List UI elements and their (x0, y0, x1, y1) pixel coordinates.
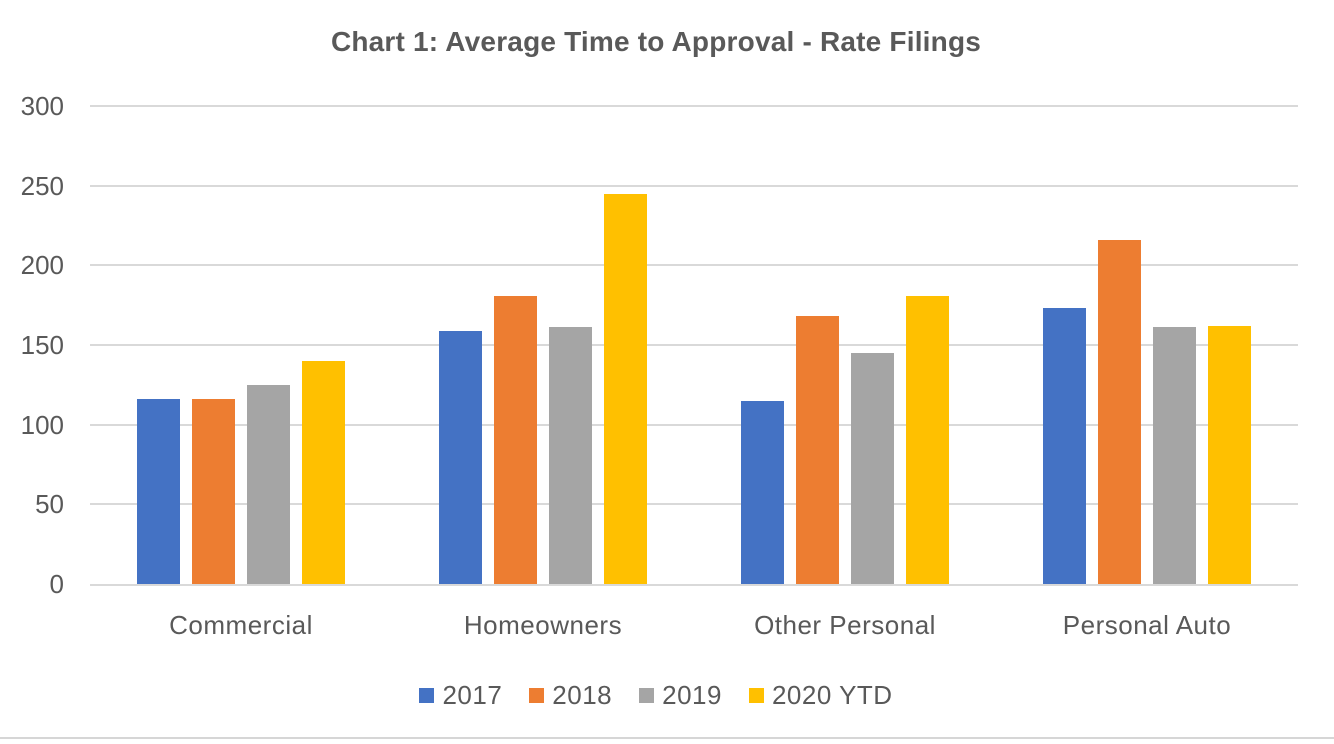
legend-item-2020-ytd: 2020 YTD (748, 679, 893, 711)
bar-2020-ytd-personal-auto (1208, 325, 1251, 584)
bar-2018-commercial (192, 399, 235, 584)
gridline-250 (90, 184, 1298, 187)
bar-2018-other-personal (796, 316, 839, 584)
chart-title: Chart 1: Average Time to Approval - Rate… (330, 26, 982, 57)
bar-group-other-personal (694, 106, 996, 584)
gridline-300 (90, 105, 1298, 107)
bar-2018-homeowners (494, 295, 537, 584)
y-tick-label-250: 250 (20, 170, 64, 201)
bar-2018-personal-auto (1098, 239, 1141, 584)
x-tick-label-homeowners: Homeowners (463, 610, 623, 640)
x-tick-label-personal-auto: Personal Auto (1062, 610, 1232, 640)
bar-2017-personal-auto (1043, 308, 1086, 584)
legend-swatch-icon (529, 687, 545, 703)
x-tick-label-commercial: Commercial (169, 610, 313, 640)
plot-area (90, 105, 1298, 586)
legend-swatch-icon (748, 687, 764, 703)
legend-item-2018: 2018 (529, 680, 612, 711)
bar-2019-commercial (247, 384, 290, 584)
bar-2020-ytd-other-personal (906, 295, 949, 584)
legend-label: 2019 (662, 679, 722, 710)
bar-group-personal-auto (996, 106, 1298, 584)
legend-label: 2018 (552, 679, 613, 710)
bottom-divider (0, 737, 1334, 739)
gridline-200 (90, 264, 1298, 267)
gridline-150 (90, 344, 1298, 346)
y-tick-label-200: 200 (20, 250, 64, 281)
bar-2017-commercial (137, 399, 180, 584)
bar-group-commercial (90, 106, 392, 584)
legend-label: 2020 YTD (771, 679, 893, 710)
gridline-50 (90, 503, 1298, 506)
bar-2019-personal-auto (1153, 327, 1196, 584)
bar-group-homeowners (392, 106, 694, 584)
legend-item-2019: 2019 (639, 680, 722, 711)
gridline-100 (90, 423, 1298, 426)
legend-swatch-icon (419, 687, 435, 703)
x-tick-label-other-personal: Other Personal (754, 610, 936, 640)
legend: 2017 2018 2019 2020 YTD (0, 679, 1312, 711)
y-tick-label-0: 0 (49, 569, 64, 599)
y-tick-label-50: 50 (35, 489, 64, 520)
bar-2019-homeowners (549, 327, 592, 584)
legend-swatch-icon (639, 687, 655, 703)
bar-2017-homeowners (439, 330, 482, 584)
y-axis: 300 250 200 150 100 50 0 (0, 91, 64, 599)
bar-2020-ytd-commercial (302, 360, 345, 584)
x-axis: Commercial Homeowners Other Personal Person… (90, 610, 1298, 641)
y-tick-label-100: 100 (20, 409, 64, 440)
legend-item-2017: 2017 (419, 680, 502, 711)
bar-2019-other-personal (851, 352, 894, 584)
bar-2020-ytd-homeowners (604, 193, 647, 584)
y-tick-label-150: 150 (20, 330, 64, 360)
bar-2017-other-personal (741, 400, 784, 584)
y-tick-label-300: 300 (20, 91, 64, 121)
legend-label: 2017 (442, 679, 503, 710)
